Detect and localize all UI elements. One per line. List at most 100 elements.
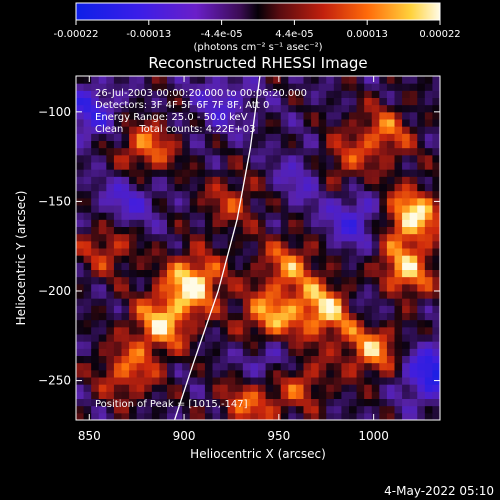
heatmap-cell xyxy=(333,119,342,127)
heatmap-cell xyxy=(356,369,365,378)
heatmap-cell xyxy=(242,269,251,278)
heatmap-cell xyxy=(182,147,191,156)
heatmap-cell xyxy=(349,269,358,278)
heatmap-cell xyxy=(318,319,327,328)
heatmap-cell xyxy=(144,83,153,91)
heatmap-cell xyxy=(424,126,433,134)
heatmap-cell xyxy=(227,348,236,356)
heatmap-cell xyxy=(212,334,221,342)
heatmap-cell xyxy=(402,255,411,263)
heatmap-cell xyxy=(402,197,411,206)
heatmap-cell xyxy=(379,305,388,313)
heatmap-cell xyxy=(189,255,198,263)
heatmap-cell xyxy=(295,133,304,141)
heatmap-cell xyxy=(212,140,221,149)
heatmap-cell xyxy=(204,169,213,177)
heatmap-cell xyxy=(182,219,191,227)
heatmap-cell xyxy=(371,341,380,349)
heatmap-cell xyxy=(341,97,350,106)
heatmap-cell xyxy=(167,312,176,321)
heatmap-cell xyxy=(394,90,403,98)
heatmap-cell xyxy=(235,334,244,342)
heatmap-cell xyxy=(159,76,168,84)
heatmap-cell xyxy=(189,326,198,335)
heatmap-cell xyxy=(242,90,251,98)
heatmap-cell xyxy=(409,369,418,378)
heatmap-cell xyxy=(197,405,206,414)
heatmap-cell xyxy=(386,369,395,378)
heatmap-cell xyxy=(356,384,365,392)
heatmap-cell xyxy=(311,355,320,364)
heatmap-cell xyxy=(349,90,358,98)
heatmap-cell xyxy=(402,398,411,407)
heatmap-cell xyxy=(151,83,160,91)
heatmap-cell xyxy=(106,162,115,170)
heatmap-cell xyxy=(212,219,221,227)
heatmap-cell xyxy=(167,276,176,285)
heatmap-cell xyxy=(182,169,191,177)
heatmap-cell xyxy=(182,176,191,184)
heatmap-cell xyxy=(417,147,426,156)
heatmap-cell xyxy=(106,176,115,184)
heatmap-cell xyxy=(235,90,244,98)
heatmap-cell xyxy=(311,162,320,170)
heatmap-cell xyxy=(371,355,380,364)
heatmap-cell xyxy=(379,240,388,249)
heatmap-cell xyxy=(311,76,320,84)
heatmap-cell xyxy=(189,412,198,420)
heatmap-cell xyxy=(174,283,183,292)
heatmap-cell xyxy=(159,348,168,356)
heatmap-cell xyxy=(182,90,191,98)
heatmap-cell xyxy=(167,248,176,256)
heatmap-cell xyxy=(235,391,244,399)
heatmap-cell xyxy=(235,104,244,113)
heatmap-cell xyxy=(204,133,213,141)
heatmap-cell xyxy=(356,355,365,364)
heatmap-cell xyxy=(280,248,289,256)
heatmap-cell xyxy=(159,147,168,156)
heatmap-cell xyxy=(174,391,183,399)
heatmap-cell xyxy=(106,269,115,278)
heatmap-cell xyxy=(121,398,130,407)
heatmap-cell xyxy=(386,233,395,242)
heatmap-cell xyxy=(250,197,259,206)
x-tick-label: 1000 xyxy=(358,429,389,443)
heatmap-cell xyxy=(432,362,440,371)
heatmap-cell xyxy=(204,233,213,242)
heatmap-cell xyxy=(83,233,92,242)
heatmap-cell xyxy=(265,355,274,364)
heatmap-cell xyxy=(189,111,198,120)
heatmap-cell xyxy=(98,226,107,235)
heatmap-cell xyxy=(167,219,176,227)
heatmap-cell xyxy=(227,362,236,371)
heatmap-cell xyxy=(106,183,115,192)
heatmap-cell xyxy=(288,83,297,91)
heatmap-cell xyxy=(371,276,380,285)
heatmap-cell xyxy=(212,240,221,249)
heatmap-cell xyxy=(83,205,92,213)
heatmap-cell xyxy=(280,326,289,335)
heatmap-cell xyxy=(409,111,418,120)
heatmap-cell xyxy=(144,97,153,106)
heatmap-cell xyxy=(288,248,297,256)
heatmap-cell xyxy=(129,269,138,278)
heatmap-cell xyxy=(424,405,433,414)
heatmap-cell xyxy=(91,147,100,156)
heatmap-cell xyxy=(280,147,289,156)
heatmap-cell xyxy=(212,90,221,98)
heatmap-cell xyxy=(417,162,426,170)
heatmap-cell xyxy=(364,83,373,91)
heatmap-cell xyxy=(113,197,122,206)
heatmap-cell xyxy=(280,90,289,98)
heatmap-cell xyxy=(182,111,191,120)
heatmap-cell xyxy=(326,162,335,170)
heatmap-cell xyxy=(151,233,160,242)
heatmap-cell xyxy=(136,133,145,141)
heatmap-cell xyxy=(386,319,395,328)
heatmap-cell xyxy=(144,384,153,392)
heatmap-cell xyxy=(417,369,426,378)
heatmap-cell xyxy=(386,362,395,371)
heatmap-cell xyxy=(349,140,358,149)
heatmap-cell xyxy=(76,190,85,199)
heatmap-cell xyxy=(273,312,282,321)
